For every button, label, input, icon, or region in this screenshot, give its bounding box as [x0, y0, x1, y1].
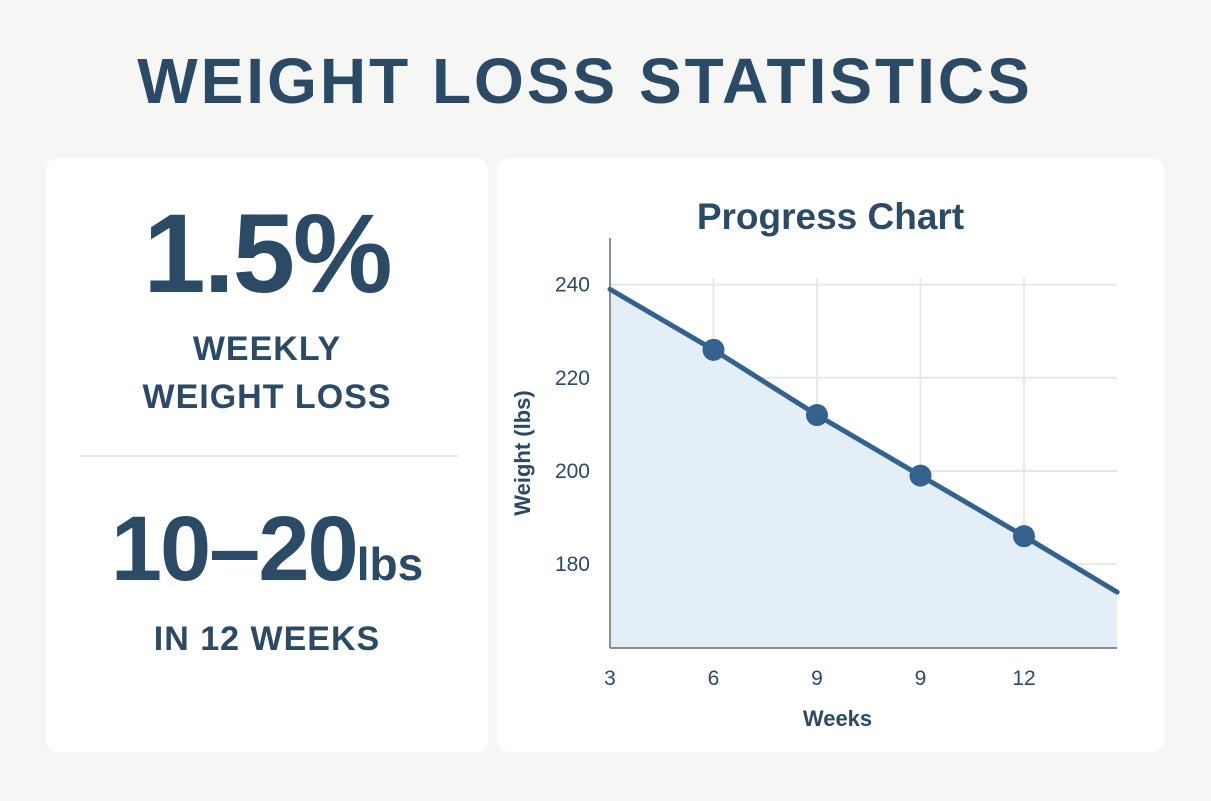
y-tick-label-2: 200 — [555, 460, 590, 483]
series-area — [610, 289, 1118, 648]
range-label: IN 12 WEEKS — [153, 620, 381, 658]
y-tick-label-3: 180 — [555, 553, 590, 576]
stats-card: 1.5% WEEKLY WEIGHT LOSS 10–20lbs IN 12 W… — [46, 158, 488, 752]
series-line — [607, 286, 1120, 595]
weekly-loss-value: 1.5% — [143, 191, 392, 316]
range-value-unit: lbs — [356, 538, 424, 590]
y-tick-label-1: 220 — [555, 367, 590, 390]
y-tick-label-0: 240 — [555, 274, 590, 297]
x-tick-label-3: 9 — [915, 667, 927, 690]
data-point-3 — [909, 464, 932, 487]
weekly-loss-label: WEEKLY WEIGHT LOSS — [46, 326, 488, 421]
data-point-2 — [806, 404, 828, 427]
stats-divider — [80, 455, 458, 457]
x-tick-label-1: 6 — [708, 667, 720, 690]
x-tick-label-2: 9 — [811, 667, 823, 690]
range-value: 10–20lbs — [46, 503, 488, 595]
x-tick-label-0: 3 — [604, 667, 616, 690]
data-point-4 — [1013, 525, 1035, 548]
weekly-loss-label-line2: WEIGHT LOSS — [142, 377, 392, 416]
weekly-loss-label-line1: WEEKLY — [192, 330, 342, 368]
range-value-number: 10–20 — [110, 498, 359, 600]
chart-card: 240 220 200 180 3 6 9 9 12 Weeks Weight (lbs) Prog… — [497, 158, 1164, 752]
x-axis-title: Weeks — [803, 706, 872, 731]
chart-title: Progress Chart — [696, 196, 965, 237]
y-axis-title: Weight (lbs) — [510, 390, 535, 515]
page-title: WEIGHT LOSS STATISTICS — [137, 45, 1033, 117]
progress-chart: 240 220 200 180 3 6 9 9 12 Weeks Weight (lbs) — [510, 238, 1120, 731]
x-tick-label-4: 12 — [1012, 667, 1035, 690]
data-point-1 — [702, 338, 725, 361]
